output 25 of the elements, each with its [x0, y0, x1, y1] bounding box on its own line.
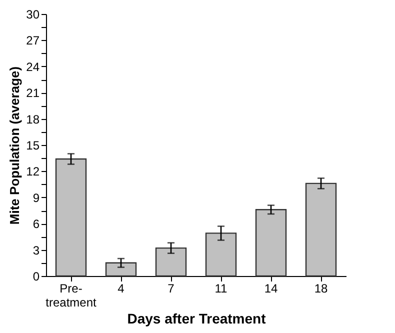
y-tick-label: 24 [26, 60, 40, 74]
y-tick-label: 3 [32, 243, 40, 258]
bar [105, 262, 137, 277]
x-tick-label: 14 [264, 282, 278, 296]
x-tick-label: 7 [168, 282, 175, 296]
x-tick-label: Pre-treatment [46, 282, 98, 310]
y-tick-label: 30 [26, 8, 40, 22]
bar [255, 209, 287, 277]
y-tick-label: 12 [26, 164, 40, 179]
x-tick-label: 4 [118, 282, 125, 296]
x-tick-label: 11 [214, 282, 228, 296]
y-tick-label: 21 [26, 86, 40, 100]
bar [205, 232, 237, 277]
y-tick-label: 0 [32, 270, 40, 284]
y-tick-label: 6 [32, 217, 40, 232]
y-tick-label: 15 [26, 138, 40, 152]
y-tick-label: 18 [26, 112, 40, 126]
y-tick-label: 27 [26, 34, 40, 48]
bar [55, 158, 87, 277]
y-axis-title: Mite Population (average) [7, 66, 22, 225]
y-tick-label: 9 [32, 190, 40, 205]
bar [305, 182, 337, 277]
x-tick-label: 18 [314, 282, 328, 296]
bar [155, 247, 187, 277]
x-axis-title: Days after Treatment [127, 310, 266, 326]
